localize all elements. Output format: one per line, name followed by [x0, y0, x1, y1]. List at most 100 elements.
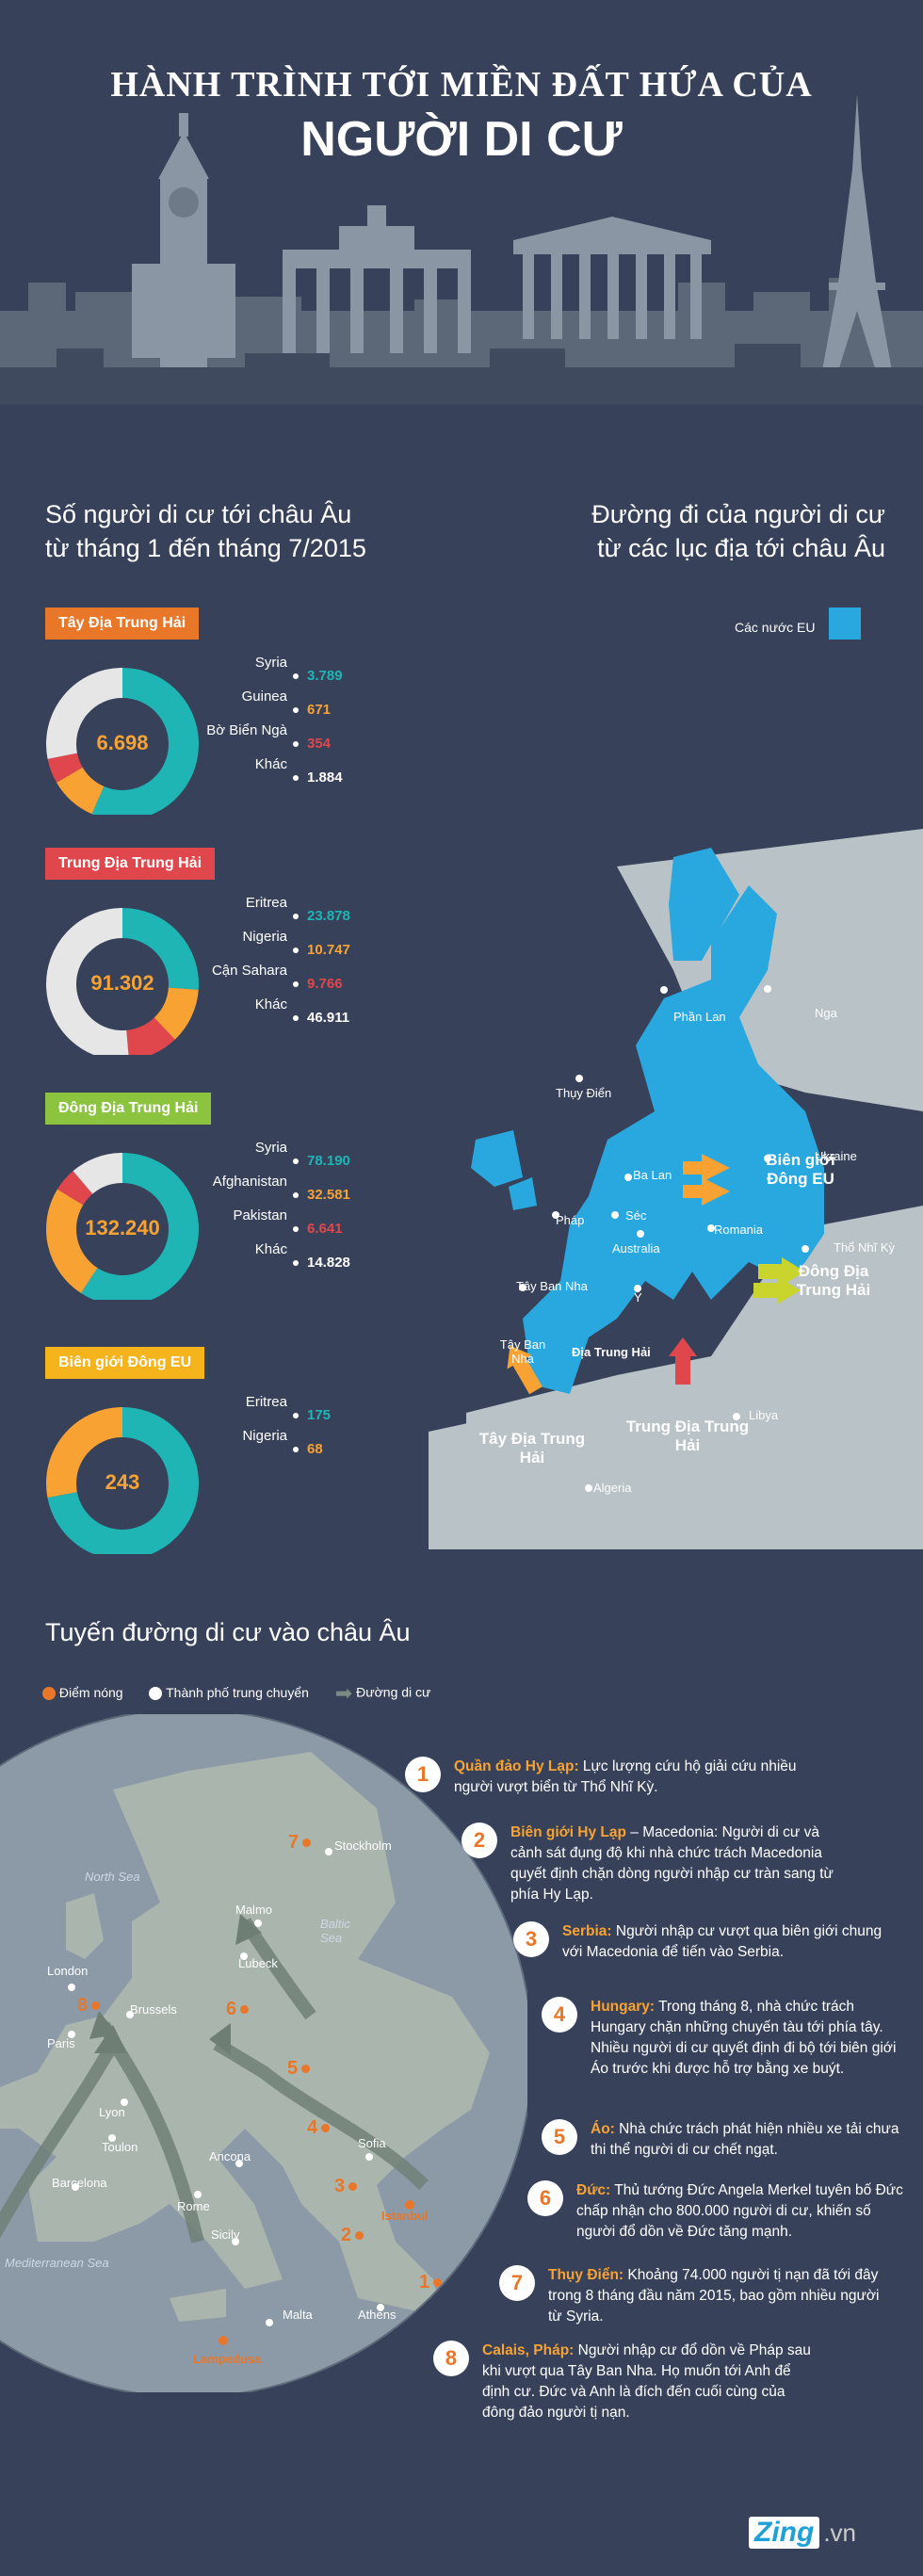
donut-1-dot-3	[293, 741, 299, 747]
step-number-1: 1	[405, 1757, 441, 1792]
city-label-11: Rome	[177, 2199, 210, 2213]
city-label-14: Malta	[283, 2308, 313, 2322]
donut-3-dot-3	[293, 1226, 299, 1232]
sea-label-3: Mediterranean Sea	[5, 2256, 109, 2270]
map-marker-8: 8	[77, 1995, 89, 2016]
step-body-8: Người nhập cư đổ dồn về Pháp sau khi vượ…	[482, 2342, 811, 2421]
routes-title: Tuyến đường di cư vào châu Âu	[45, 1618, 411, 1646]
city-label-1: Stockholm	[334, 1839, 392, 1853]
step-item-3: 3 Serbia: Người nhập cư vượt qua biên giớ…	[513, 1921, 904, 1963]
hotspot-legend-label: Điểm nóng	[58, 1684, 123, 1700]
step-number-4: 4	[542, 1997, 577, 2033]
donut-badge-4: Biên giới Đông EU	[45, 1347, 205, 1379]
donut-3-value-2: 32.581	[307, 1187, 350, 1203]
step-title-8: Calais, Pháp:	[482, 2342, 575, 2358]
eu-country-label-1: Phần Lan	[673, 1010, 726, 1024]
algeria-dot	[585, 1484, 592, 1492]
poland-dot	[624, 1174, 632, 1181]
city-label-3: London	[47, 1964, 89, 1978]
map-marker-2: 2	[341, 2225, 352, 2245]
donut-3-dot-1	[293, 1158, 299, 1164]
routes-legend: Điểm nóng Thành phố trung chuyển ➡ Đường…	[42, 1681, 430, 1706]
eu-country-label-11: Tây Ban Nha	[516, 1279, 588, 1293]
map-marker-dot-6	[240, 2005, 249, 2014]
map-marker-dot-7	[302, 1839, 311, 1847]
map-marker-4: 4	[307, 2117, 318, 2138]
map-marker-1: 1	[419, 2272, 430, 2292]
step-item-5: 5 Áo: Nhà chức trách phát hiện nhiều xe t…	[542, 2119, 904, 2161]
sea-label-2: Baltic Sea	[320, 1917, 350, 1945]
route-map	[0, 1714, 527, 2392]
donut-total-2: 91.302	[90, 971, 154, 995]
title-line-2: NGƯỜI DI CƯ	[300, 112, 623, 167]
step-number-7: 7	[499, 2265, 535, 2301]
eu-country-label-2: Nga	[815, 1006, 837, 1020]
donut-badge-1: Tây Địa Trung Hải	[45, 608, 200, 640]
right-header-line-1: Đường đi của người di cư	[591, 500, 885, 528]
donut-2-value-4: 46.911	[307, 1010, 350, 1026]
city-dot-11	[194, 2191, 202, 2198]
finland-dot	[660, 986, 668, 994]
step-item-7: 7 Thụy Điển: Khoảng 74.000 người tị nạn đ…	[499, 2265, 904, 2327]
donut-2-dot-1	[293, 914, 299, 919]
eu-legend: Các nước EU	[735, 608, 861, 644]
hotspot-dot-2	[405, 2200, 414, 2210]
donut-1-slice-4	[46, 668, 123, 759]
eu-country-label-10: Thổ Nhĩ Kỳ	[834, 1240, 896, 1255]
donut-1-label-1: Syria	[254, 655, 287, 671]
city-dot-8	[108, 2134, 116, 2142]
west-med-arrow-label: Tây Địa Trung Hải	[478, 1430, 586, 1466]
donut-1-dot-4	[293, 775, 299, 781]
step-number-5: 5	[542, 2119, 577, 2155]
donut-3-label-1: Syria	[254, 1140, 287, 1156]
city-label-10: Ancona	[209, 2149, 251, 2163]
step-title-7: Thụy Điển:	[548, 2267, 624, 2283]
sweden-dot	[575, 1075, 583, 1082]
romania-dot	[707, 1224, 715, 1232]
donut-2-dot-4	[293, 1015, 299, 1021]
donut-1-slice-1	[91, 668, 199, 815]
city-dot-14	[266, 2319, 273, 2326]
map-marker-6: 6	[226, 1999, 237, 2019]
step-body-5: Nhà chức trách phát hiện nhiều xe tải ch…	[591, 2121, 899, 2158]
donut-3-slice-2	[46, 1189, 99, 1294]
eu-country-label-13: Libya	[749, 1408, 779, 1422]
city-label-9: Barcelona	[52, 2176, 107, 2190]
map-marker-dot-5	[301, 2065, 310, 2073]
step-text-6: Đức: Thủ tướng Đức Angela Merkel tuyên b…	[576, 2180, 904, 2243]
eu-country-label-6: Séc	[625, 1208, 647, 1223]
step-text-2: Biên giới Hy Lạp – Macedonia: Người di c…	[510, 1823, 850, 1905]
city-dot-4	[240, 1952, 248, 1960]
russia-dot	[764, 985, 771, 993]
ukraine-dot	[764, 1155, 771, 1162]
donut-2-label-3: Cận Sahara	[211, 963, 287, 979]
central-med-arrow-label: Trung Địa Trung Hải	[625, 1418, 750, 1454]
eu-country-label-14: Algeria	[593, 1481, 632, 1495]
step-title-2: Biên giới Hy Lạp	[510, 1824, 626, 1840]
step-number-6: 6	[527, 2180, 563, 2216]
eu-country-label-4: Ba Lan	[633, 1168, 672, 1182]
city-dot-10	[235, 2160, 243, 2167]
czech-dot	[611, 1211, 619, 1219]
donut-1-value-1: 3.789	[307, 668, 343, 684]
donut-2-dot-3	[293, 981, 299, 987]
sea-label-1: North Sea	[85, 1870, 140, 1884]
step-number-2: 2	[462, 1823, 497, 1858]
map-marker-dot-2	[355, 2231, 364, 2240]
donut-2-value-1: 23.878	[307, 908, 350, 924]
step-item-8: 8 Calais, Pháp: Người nhập cư đổ dồn về P…	[433, 2341, 904, 2423]
donut-4-dot-1	[293, 1413, 299, 1418]
city-label-5: Brussels	[130, 2002, 177, 2017]
donut-1-label-4: Khác	[254, 756, 287, 772]
city-label-6: Paris	[47, 2036, 75, 2050]
city-dot-3	[68, 1984, 75, 1991]
donut-2-value-2: 10.747	[307, 942, 350, 958]
donut-3-value-4: 14.828	[307, 1255, 350, 1271]
step-body-4: Trong tháng 8, nhà chức trách Hungary ch…	[591, 1999, 897, 2077]
donut-3-slice-3	[57, 1171, 93, 1206]
city-dot-15	[377, 2304, 384, 2311]
eu-map	[429, 829, 923, 1549]
donut-1-slice-3	[47, 752, 84, 783]
city-dot-9	[72, 2183, 79, 2191]
france-dot	[552, 1211, 559, 1219]
